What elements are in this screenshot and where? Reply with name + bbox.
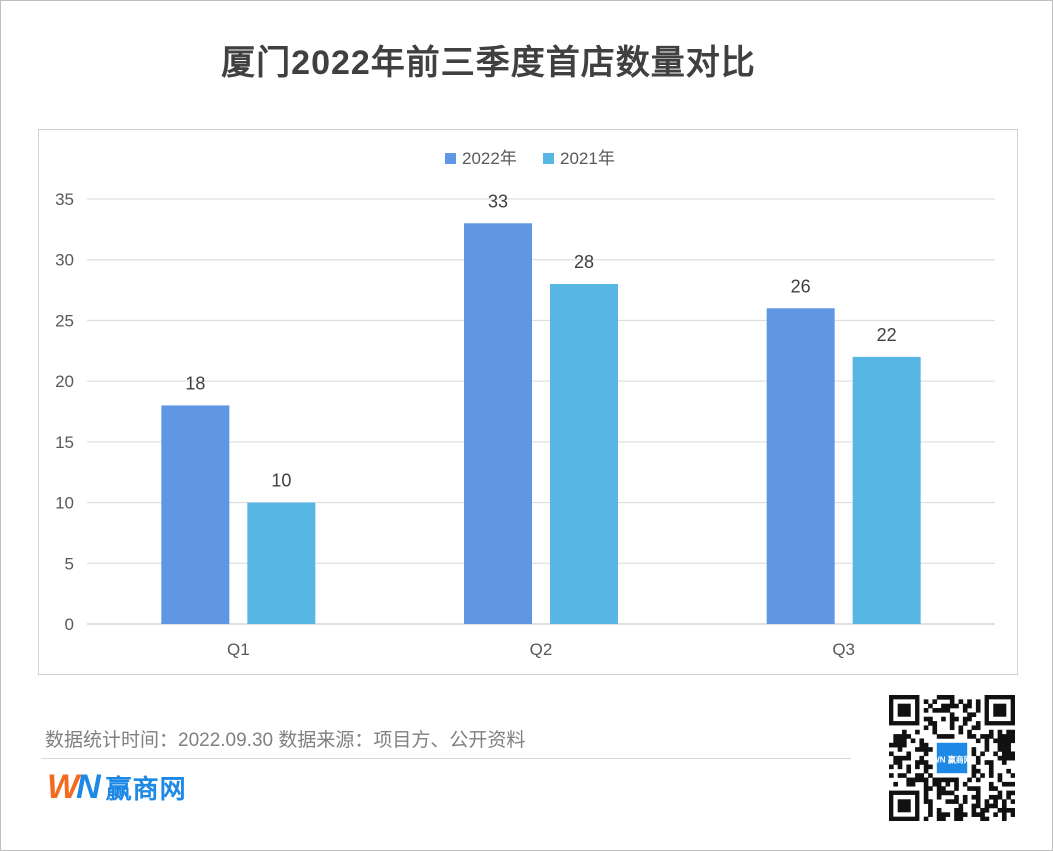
y-tick-label: 0 — [65, 615, 74, 634]
x-tick-label: Q3 — [832, 640, 855, 659]
bar — [766, 308, 835, 624]
data-label: 18 — [185, 373, 205, 393]
chart-area: 0 5 10 15 20 25 30 35 18 10 Q1 33 28 Q2 26 22 Q3 2022年 202… — [38, 129, 1018, 675]
y-tick-label: 5 — [65, 554, 74, 573]
data-label: 10 — [271, 471, 291, 491]
x-tick-label: Q1 — [227, 640, 250, 659]
legend-label: 2021年 — [560, 149, 615, 168]
logo-text: 赢商网 — [105, 773, 187, 804]
bar — [550, 284, 618, 624]
legend-label: 2022年 — [462, 149, 517, 168]
brand-logo: WN 赢商网 — [47, 767, 187, 807]
y-tick-label: 20 — [55, 372, 74, 391]
y-tick-label: 10 — [55, 494, 74, 513]
data-label: 22 — [877, 325, 897, 345]
bar-chart: 0 5 10 15 20 25 30 35 18 10 Q1 33 28 Q2 26 22 Q3 2022年 202… — [55, 149, 995, 659]
chart-title: 厦门2022年前三季度首店数量对比 — [221, 44, 756, 82]
footer-divider — [41, 758, 851, 759]
logo-mark: WN — [47, 767, 101, 806]
data-label: 33 — [488, 191, 508, 211]
qr-center-label: WN 赢商网 — [932, 754, 972, 764]
bar — [161, 405, 230, 624]
y-tick-label: 30 — [55, 251, 74, 270]
bar — [247, 502, 316, 624]
y-tick-label: 35 — [55, 190, 74, 209]
y-tick-label: 25 — [55, 311, 74, 330]
bar — [464, 223, 532, 624]
legend-swatch — [543, 153, 554, 164]
qr-code: WN 赢商网 — [889, 695, 1015, 821]
data-label: 28 — [574, 252, 594, 272]
bar — [852, 356, 921, 624]
data-label: 26 — [791, 276, 811, 296]
x-tick-label: Q2 — [530, 640, 553, 659]
y-tick-label: 15 — [55, 433, 74, 452]
data-source-note: 数据统计时间：2022.09.30 数据来源：项目方、公开资料 — [45, 730, 526, 751]
qr-modules: WN 赢商网 — [889, 695, 1015, 821]
legend-swatch — [445, 153, 456, 164]
